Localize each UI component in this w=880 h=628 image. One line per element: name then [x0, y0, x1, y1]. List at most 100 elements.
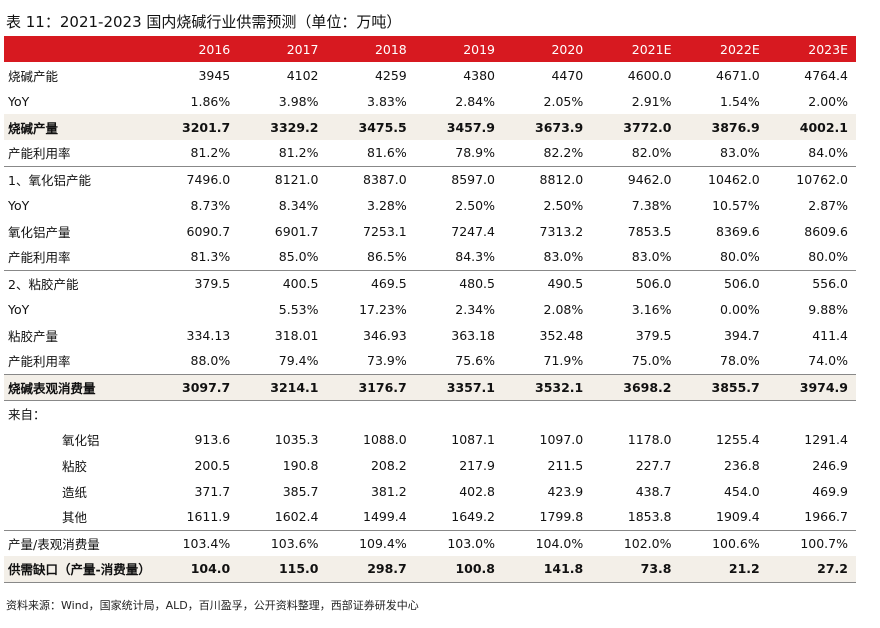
- value-cell: 379.5: [635, 327, 672, 343]
- value-cell: 2.87%: [808, 197, 848, 213]
- value-cell: 81.6%: [367, 145, 407, 161]
- value-cell: 379.5: [150, 269, 239, 296]
- value-cell: 438.7: [635, 483, 672, 499]
- value-cell: 211.5: [547, 457, 584, 473]
- table-row: 产能利用率 81.3% 85.0% 86.5% 84.3% 83.0% 83.0% 80.0%…: [4, 244, 856, 270]
- value-cell: 102.0%: [591, 529, 680, 556]
- row-label: 产能利用率: [8, 354, 71, 370]
- row-label: YoY: [8, 93, 30, 109]
- value-cell: [238, 399, 327, 426]
- value-cell: 8812.0: [503, 165, 592, 192]
- value-cell: 3974.9: [767, 373, 856, 400]
- value-cell: [679, 399, 768, 426]
- table-row: 烧碱表观消费量 3097.7 3214.1 3176.7 3357.1 3532.1 369…: [4, 373, 856, 400]
- value-cell: 352.48: [539, 327, 584, 343]
- header-year: 2022E: [679, 36, 768, 62]
- value-cell: 318.01: [274, 327, 319, 343]
- value-cell: 217.9: [459, 457, 495, 473]
- value-cell: 2.84%: [455, 93, 495, 109]
- table-row: 产能利用率 81.2% 81.2% 81.6% 78.9% 82.2% 82.0% 83.0%…: [4, 140, 856, 166]
- value-cell: 1.86%: [190, 93, 231, 109]
- value-cell: 4671.0: [716, 67, 760, 83]
- value-cell: 1966.7: [804, 509, 848, 525]
- value-cell: 3876.9: [679, 114, 768, 140]
- value-cell: 81.2%: [278, 145, 319, 161]
- value-cell: [591, 399, 680, 426]
- value-cell: [414, 399, 503, 426]
- table-title: 表 11：2021-2023 国内烧碱行业供需预测（单位：万吨）: [6, 13, 402, 31]
- value-cell: 141.8: [503, 556, 592, 583]
- value-cell: 71.9%: [543, 353, 584, 369]
- row-label: 氧化铝: [62, 432, 100, 448]
- table-row: 其他 1611.9 1602.4 1499.4 1649.2 1799.8 1853.8 19…: [4, 504, 856, 530]
- value-cell: 402.8: [459, 483, 495, 499]
- value-cell: 10462.0: [679, 165, 768, 192]
- value-cell: 3945: [198, 67, 231, 83]
- value-cell: 1088.0: [363, 431, 407, 447]
- value-cell: 381.2: [370, 483, 407, 499]
- value-cell: 7496.0: [150, 165, 239, 192]
- value-cell: 84.3%: [455, 249, 495, 265]
- value-cell: 8.34%: [278, 197, 319, 213]
- value-cell: 81.3%: [190, 249, 231, 265]
- value-cell: 3.98%: [278, 93, 319, 109]
- value-cell: 4380: [463, 67, 495, 83]
- value-cell: 1799.8: [539, 509, 584, 525]
- value-cell: 81.2%: [190, 145, 231, 161]
- value-cell: 17.23%: [359, 301, 407, 317]
- value-cell: [150, 399, 239, 426]
- value-cell: 73.8: [591, 556, 680, 583]
- value-cell: 84.0%: [808, 145, 848, 161]
- value-cell: 190.8: [282, 457, 319, 473]
- value-cell: 363.18: [451, 327, 495, 343]
- value-cell: 80.0%: [808, 249, 848, 265]
- value-cell: 1097.0: [539, 431, 584, 447]
- value-cell: 469.5: [326, 269, 415, 296]
- value-cell: 4002.1: [767, 114, 856, 140]
- table-body: 烧碱产能 3945 4102 4259 4380 4470 4600.0 4671.0 4764…: [4, 62, 856, 583]
- source-note: 资料来源：Wind，国家统计局，ALD，百川盈孚，公开资料整理，西部证券研发中心: [6, 599, 419, 612]
- value-cell: 5.53%: [278, 301, 319, 317]
- value-cell: 103.4%: [150, 529, 239, 556]
- header-year: 2019: [414, 36, 503, 62]
- value-cell: 100.6%: [679, 529, 768, 556]
- value-cell: 3329.2: [238, 114, 327, 140]
- value-cell: 9462.0: [591, 165, 680, 192]
- value-cell: 2.34%: [455, 301, 495, 317]
- value-cell: 103.6%: [238, 529, 327, 556]
- value-cell: 490.5: [503, 269, 592, 296]
- value-cell: 2.50%: [543, 197, 584, 213]
- header-year: 2021E: [591, 36, 680, 62]
- value-cell: 3201.7: [150, 114, 239, 140]
- value-cell: 3698.2: [591, 373, 680, 400]
- table-row: 产量/表观消费量 103.4% 103.6% 109.4% 103.0% 104.0% 10…: [4, 529, 856, 556]
- value-cell: 9.88%: [808, 301, 848, 317]
- value-cell: 83.0%: [543, 249, 584, 265]
- value-cell: 8369.6: [716, 223, 760, 239]
- value-cell: 3.16%: [631, 301, 672, 317]
- value-cell: 1909.4: [716, 509, 760, 525]
- value-cell: 75.0%: [631, 353, 672, 369]
- value-cell: 82.2%: [543, 145, 584, 161]
- header-year: 2023E: [767, 36, 856, 62]
- value-cell: 400.5: [238, 269, 327, 296]
- value-cell: 8609.6: [804, 223, 848, 239]
- row-label: 烧碱表观消费量: [4, 373, 150, 400]
- value-cell: 200.5: [194, 457, 231, 473]
- header-year: 2017: [238, 36, 327, 62]
- table-row: 2、粘胶产能 379.5 400.5 469.5 480.5 490.5 506.0 506.…: [4, 269, 856, 296]
- row-label: 粘胶产量: [8, 328, 59, 344]
- value-cell: 8121.0: [238, 165, 327, 192]
- value-cell: 7247.4: [451, 223, 495, 239]
- table-row: 烧碱产能 3945 4102 4259 4380 4470 4600.0 4671.0 4764…: [4, 62, 856, 88]
- table-row: 供需缺口（产量-消费量） 104.0 115.0 298.7 100.8 141.8 73.…: [4, 556, 856, 583]
- value-cell: 8597.0: [414, 165, 503, 192]
- header-year: 2020: [503, 36, 592, 62]
- value-cell: [326, 399, 415, 426]
- value-cell: 86.5%: [367, 249, 407, 265]
- table-row: 粘胶 200.5 190.8 208.2 217.9 211.5 227.7 236.8 246…: [4, 452, 856, 478]
- value-cell: 236.8: [723, 457, 760, 473]
- value-cell: 78.0%: [720, 353, 760, 369]
- value-cell: 3457.9: [414, 114, 503, 140]
